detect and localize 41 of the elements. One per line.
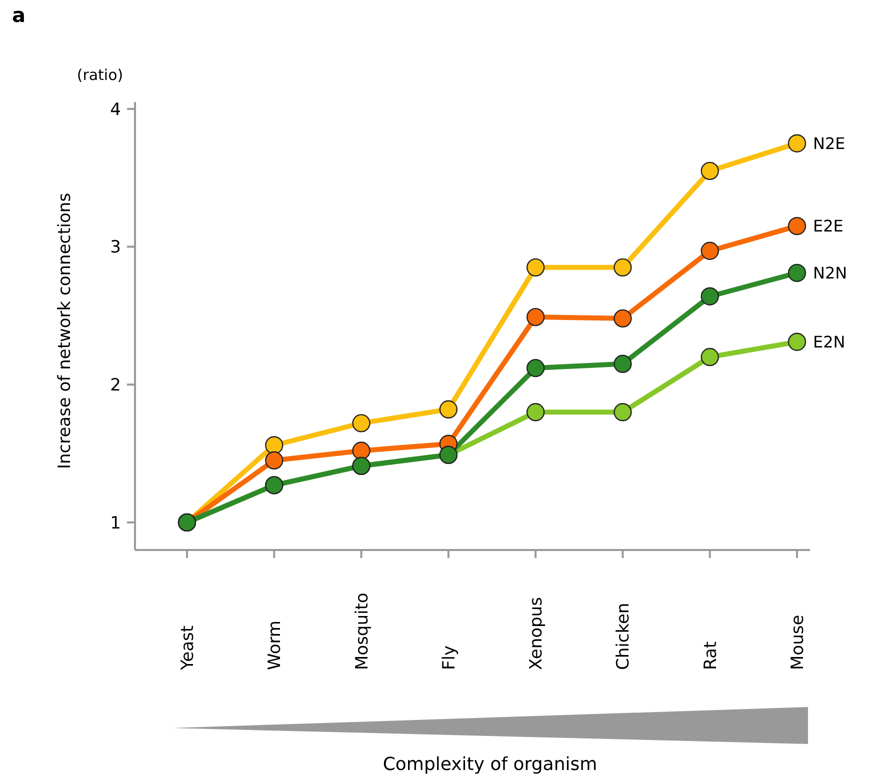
- series-label: E2E: [813, 216, 844, 236]
- point: [265, 451, 284, 470]
- point: [700, 287, 719, 306]
- x-tick-label: Mouse: [788, 614, 808, 670]
- y-tick-label: 3: [110, 238, 121, 258]
- point: [788, 264, 806, 282]
- x-tick-label: Worm: [265, 620, 286, 670]
- point: [700, 162, 719, 180]
- series-label: N2E: [813, 134, 846, 153]
- point: [614, 403, 632, 422]
- x-tick-label: Mosquito: [352, 592, 372, 670]
- point: [352, 442, 370, 460]
- y-tick-label: 1: [110, 513, 121, 534]
- y-tick-label: 2: [110, 376, 121, 396]
- text: (ratio): [76, 66, 124, 84]
- point: [788, 216, 806, 236]
- x-tick-label: Rat: [700, 641, 721, 670]
- point: [265, 436, 284, 454]
- x-tick-label: Fly: [439, 645, 460, 670]
- point: [614, 258, 632, 277]
- point: [526, 308, 545, 326]
- point: [614, 354, 632, 374]
- y-axis-title: Increase of network connections: [55, 192, 75, 470]
- point: [700, 348, 719, 366]
- x-tick-label: Yeast: [178, 625, 198, 671]
- point: [439, 400, 458, 418]
- series-label: N2N: [813, 264, 848, 283]
- series-label: E2N: [813, 332, 846, 352]
- text: a: [12, 3, 26, 27]
- x-tick-label: Chicken: [614, 602, 634, 670]
- point: [352, 414, 370, 432]
- point: [788, 332, 806, 351]
- point: [526, 258, 545, 277]
- x-axis-title: Complexity of organism: [382, 754, 598, 775]
- point: [526, 358, 545, 378]
- point: [700, 242, 719, 260]
- point: [526, 403, 545, 422]
- x-tick-label: Xenopus: [526, 596, 547, 670]
- y-tick-label: 4: [110, 100, 121, 120]
- point: [614, 309, 632, 328]
- point: [788, 134, 806, 152]
